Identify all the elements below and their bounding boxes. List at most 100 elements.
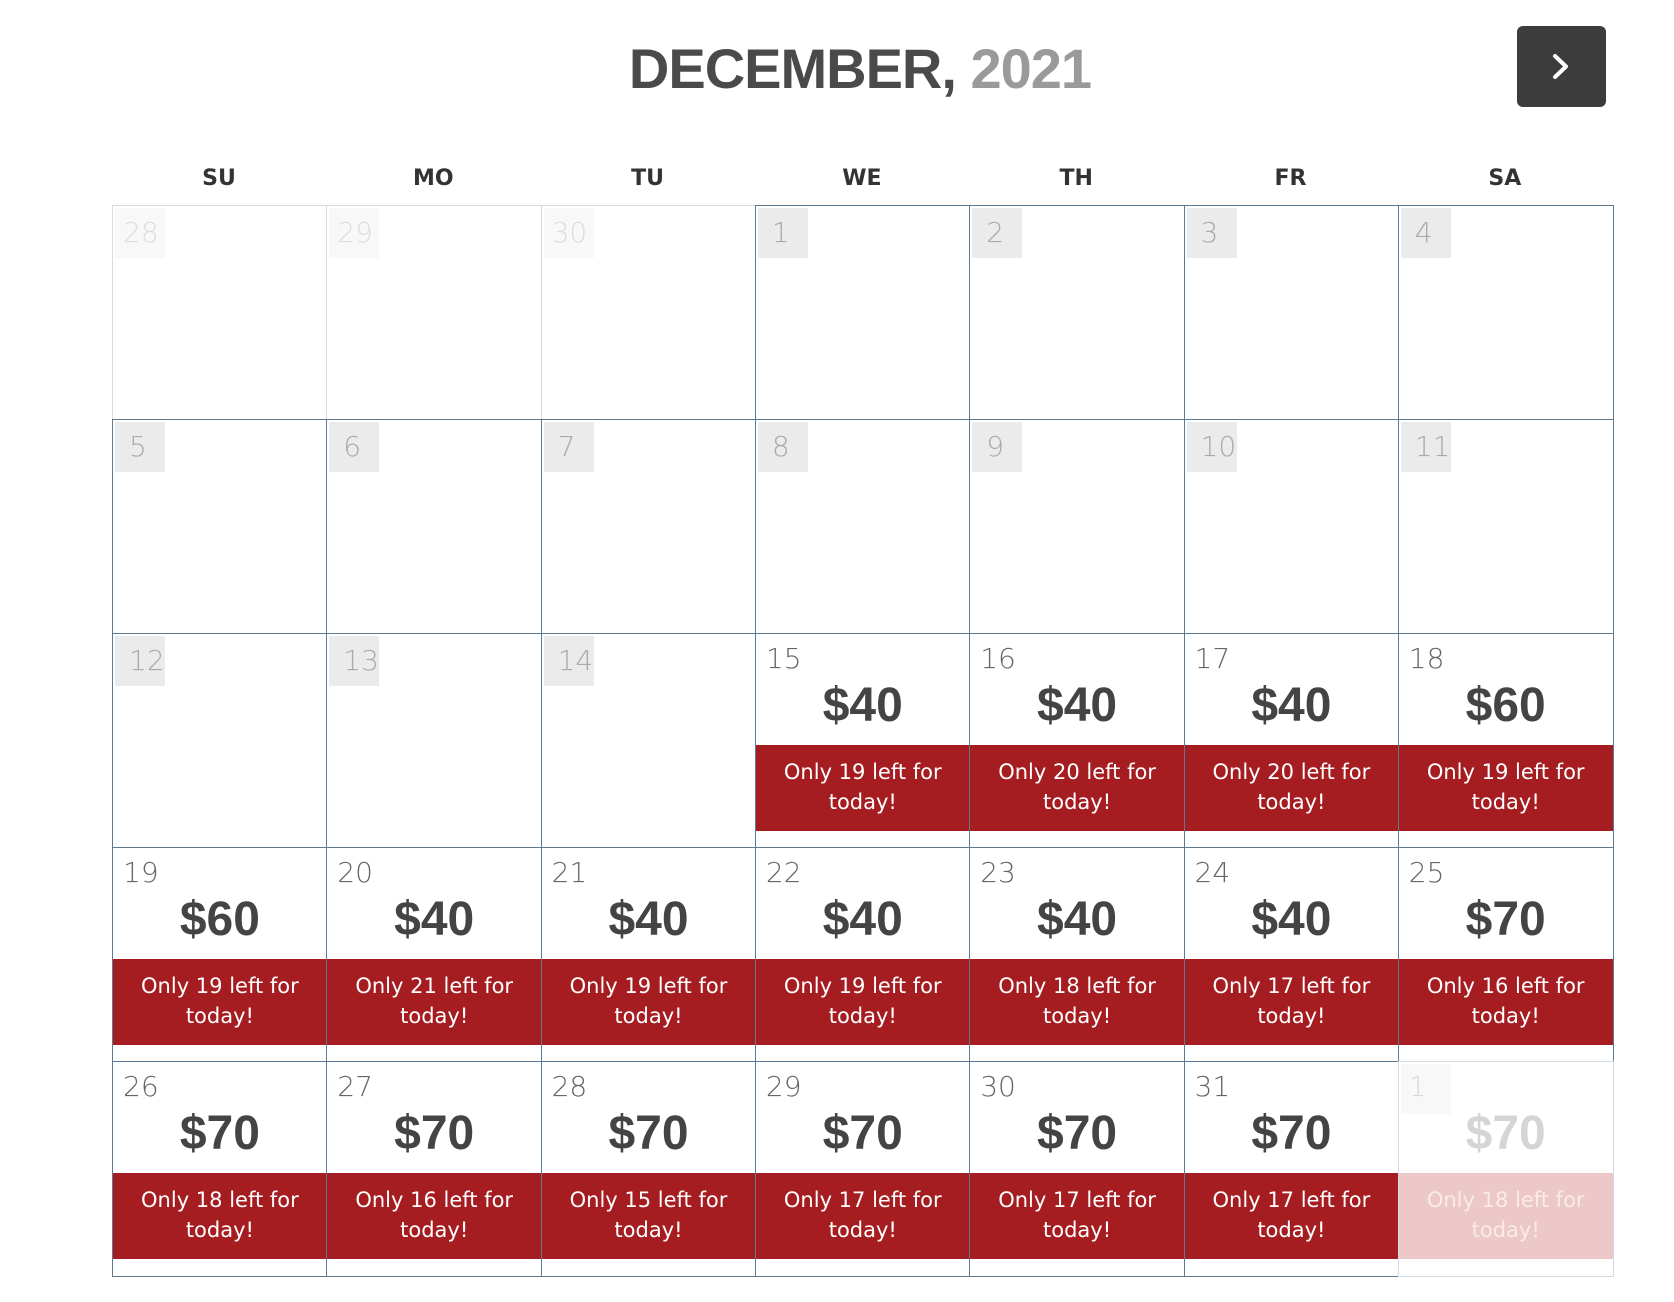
day-cell: 13 [326, 633, 543, 849]
month: DECEMBER, [628, 37, 957, 100]
day-cell[interactable]: 25 $70 Only 16 left for today! [1397, 847, 1614, 1063]
price: $60 [1465, 679, 1546, 732]
day-number: 9 [986, 430, 1005, 463]
price: $40 [822, 679, 903, 732]
day-number: 30 [551, 216, 588, 249]
day-badge [115, 636, 165, 686]
availability-note: Only 17 left for today! [1184, 959, 1399, 1045]
weekday-label: MO [412, 166, 454, 191]
day-cell[interactable]: 31 $70 Only 17 left for today! [1183, 1061, 1400, 1277]
day-badge [1400, 1064, 1451, 1114]
day-number: 16 [980, 642, 1016, 675]
day-badge [115, 208, 165, 258]
availability-note: Only 19 left for today! [755, 745, 970, 831]
day-number: 28 [551, 1070, 588, 1103]
day-badge [1400, 208, 1451, 258]
day-cell: 1 $70 Only 18 left for today! [1397, 1061, 1614, 1277]
day-cell[interactable]: 15 $40 Only 19 left for today! [754, 633, 971, 849]
day-badge [329, 422, 380, 472]
day-badge [757, 208, 808, 258]
availability-note: Only 19 left for today! [113, 959, 327, 1045]
day-cell: 28 [112, 205, 328, 421]
day-cell[interactable]: 29 $70 Only 17 left for today! [754, 1061, 971, 1277]
availability-note: Only 21 left for today! [327, 959, 542, 1045]
day-number: 18 [1408, 642, 1445, 675]
day-cell: 10 [1183, 419, 1400, 635]
availability-note: Only 18 left for today! [113, 1173, 327, 1259]
weekday-label: TH [1059, 166, 1093, 191]
day-number: 24 [1194, 856, 1231, 889]
availability-note: Only 17 left for today! [1184, 1173, 1399, 1259]
day-cell[interactable]: 28 $70 Only 15 left for today! [540, 1061, 757, 1277]
price: $40 [1251, 893, 1332, 946]
day-cell[interactable]: 24 $40 Only 17 left for today! [1183, 847, 1400, 1063]
day-cell[interactable]: 30 $70 Only 17 left for today! [969, 1061, 1185, 1277]
availability-note: Only 17 left for today! [970, 1173, 1184, 1259]
day-badge [543, 208, 594, 258]
day-badge [543, 422, 594, 472]
day-number: 1 [1408, 1070, 1427, 1103]
day-number: 21 [551, 856, 588, 889]
day-cell[interactable]: 17 $40 Only 20 left for today! [1183, 633, 1400, 849]
day-number: 14 [557, 644, 594, 677]
day-cell[interactable]: 23 $40 Only 18 left for today! [969, 847, 1185, 1063]
price: $40 [1037, 893, 1118, 946]
day-cell[interactable]: 18 $60 Only 19 left for today! [1397, 633, 1614, 849]
day-cell: 11 [1397, 419, 1614, 635]
day-badge [1186, 208, 1237, 258]
day-cell[interactable]: 27 $70 Only 16 left for today! [326, 1061, 543, 1277]
day-number: 11 [1414, 430, 1451, 463]
day-cell: 4 [1397, 205, 1614, 421]
day-number: 3 [1200, 216, 1219, 249]
weekday-label: FR [1274, 166, 1307, 191]
day-cell: 5 [112, 419, 328, 635]
day-cell[interactable]: 19 $60 Only 19 left for today! [112, 847, 328, 1063]
availability-note: Only 20 left for today! [970, 745, 1184, 831]
availability-note: Only 18 left for today! [970, 959, 1184, 1045]
availability-note: Only 18 left for today! [1398, 1173, 1613, 1259]
day-number: 29 [765, 1070, 802, 1103]
day-cell[interactable]: 26 $70 Only 18 left for today! [112, 1061, 328, 1277]
day-cell: 2 [969, 205, 1185, 421]
availability-note: Only 19 left for today! [541, 959, 756, 1045]
day-badge [757, 422, 808, 472]
day-cell: 6 [326, 419, 543, 635]
day-number: 28 [123, 216, 159, 249]
day-number: 19 [123, 856, 159, 889]
day-badge [1400, 422, 1451, 472]
day-cell[interactable]: 20 $40 Only 21 left for today! [326, 847, 543, 1063]
price: $40 [822, 893, 903, 946]
day-cell: 3 [1183, 205, 1400, 421]
day-number: 23 [980, 856, 1016, 889]
day-number: 13 [343, 644, 379, 677]
day-cell[interactable]: 21 $40 Only 19 left for today! [540, 847, 757, 1063]
availability-note: Only 16 left for today! [1398, 959, 1613, 1045]
next-month-button[interactable] [1517, 26, 1606, 107]
price: $40 [394, 893, 475, 946]
day-cell: 29 [326, 205, 543, 421]
availability-note: Only 15 left for today! [541, 1173, 756, 1259]
day-number: 7 [557, 430, 576, 463]
day-number: 6 [343, 430, 362, 463]
day-cell: 30 [540, 205, 757, 421]
price: $70 [1465, 1107, 1546, 1160]
weekday-label: TU [631, 166, 665, 191]
day-cell[interactable]: 22 $40 Only 19 left for today! [754, 847, 971, 1063]
day-number: 2 [986, 216, 1005, 249]
price: $70 [1037, 1107, 1118, 1160]
day-cell[interactable]: 16 $40 Only 20 left for today! [969, 633, 1185, 849]
day-cell: 14 [540, 633, 757, 849]
availability-note: Only 17 left for today! [755, 1173, 970, 1259]
day-number: 5 [129, 430, 147, 463]
day-number: 22 [765, 856, 802, 889]
price: $70 [608, 1107, 689, 1160]
day-number: 15 [765, 642, 802, 675]
day-cell: 12 [112, 633, 328, 849]
day-badge [115, 422, 165, 472]
day-number: 26 [123, 1070, 159, 1103]
day-badge [1186, 422, 1237, 472]
day-number: 30 [980, 1070, 1016, 1103]
day-number: 1 [771, 216, 790, 249]
day-number: 10 [1200, 430, 1237, 463]
